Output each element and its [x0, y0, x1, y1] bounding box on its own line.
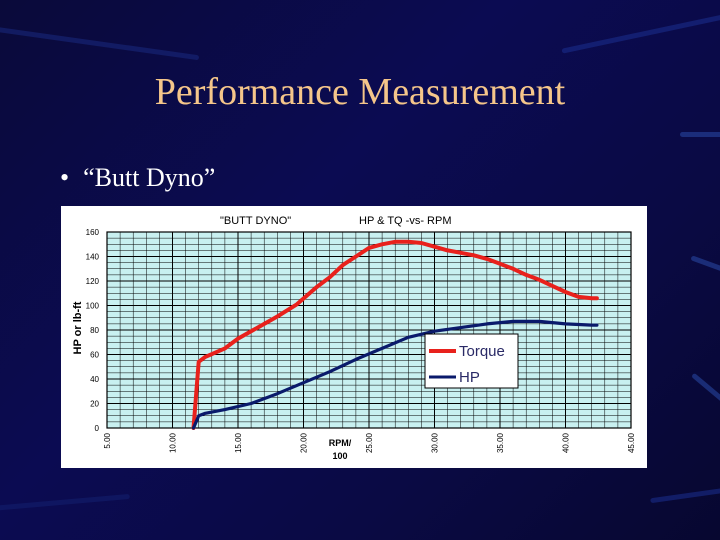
bullet-text: “Butt Dyno”	[83, 163, 216, 192]
bullet-dot: •	[60, 163, 70, 192]
background-streak	[690, 255, 720, 274]
y-tick-label: 0	[95, 424, 100, 433]
legend-label-hp: HP	[459, 369, 480, 386]
x-tick-label: 25.00	[365, 432, 374, 453]
axes: 0 20 40 60 80 100 120 140 160 5.00 10.00 15.00 20.00…	[86, 228, 636, 453]
y-tick-label: 40	[90, 375, 99, 384]
chart-title: "BUTT DYNO"	[220, 215, 291, 227]
x-axis-label-line1: RPM/	[329, 438, 352, 448]
background-streak	[691, 372, 720, 403]
y-tick-label: 120	[86, 277, 100, 286]
dyno-chart: 0 20 40 60 80 100 120 140 160 5.00 10.00 15.00 20.00…	[72, 215, 636, 461]
chart-container: 0 20 40 60 80 100 120 140 160 5.00 10.00 15.00 20.00…	[61, 206, 647, 468]
y-tick-label: 60	[90, 351, 99, 360]
grid	[106, 231, 632, 429]
plot-border	[106, 231, 632, 429]
chart-subtitle: HP & TQ -vs- RPM	[359, 215, 452, 227]
y-tick-label: 20	[90, 400, 99, 409]
slide-title: Performance Measurement	[154, 71, 566, 113]
x-tick-label: 10.00	[169, 432, 178, 453]
legend: Torque HP	[424, 333, 519, 389]
y-tick-label: 80	[90, 326, 99, 335]
background-streak	[0, 24, 200, 61]
x-axis-label-line2: 100	[332, 451, 347, 461]
legend-label-torque: Torque	[459, 343, 505, 360]
background-streak	[561, 11, 720, 54]
background-streak	[650, 485, 720, 504]
x-tick-label: 40.00	[562, 432, 571, 453]
x-tick-label: 5.00	[103, 432, 112, 448]
series	[191, 239, 599, 430]
bullet-item: • “Butt Dyno”	[60, 163, 215, 193]
legend-box	[424, 333, 519, 389]
y-axis-label: HP or lb-ft	[72, 301, 84, 354]
y-tick-label: 100	[86, 302, 100, 311]
x-tick-label: 15.00	[234, 432, 243, 453]
background-streak	[0, 493, 130, 512]
series-line-torque	[191, 239, 599, 430]
series-line-hp	[191, 319, 599, 430]
x-tick-label: 45.00	[627, 432, 636, 453]
y-tick-label: 140	[86, 253, 100, 262]
x-tick-label: 35.00	[496, 432, 505, 453]
y-tick-label: 160	[86, 228, 100, 237]
x-tick-label: 30.00	[431, 432, 440, 453]
x-tick-label: 20.00	[300, 432, 309, 453]
background-streak	[680, 132, 720, 137]
